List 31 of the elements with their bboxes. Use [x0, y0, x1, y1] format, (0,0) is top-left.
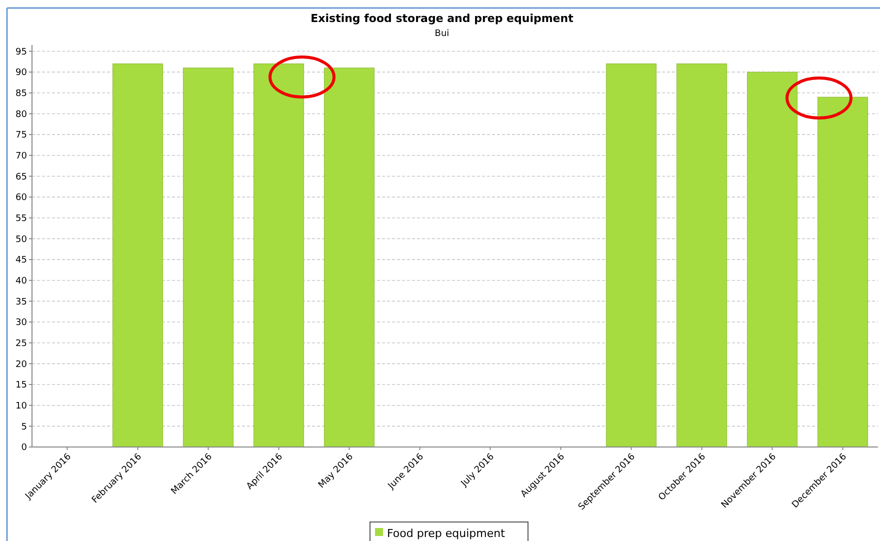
bar — [182, 68, 234, 448]
y-tick-label: 5 — [21, 422, 27, 432]
bar — [817, 96, 868, 448]
y-tick-label: 35 — [16, 297, 27, 308]
y-tick-label: 25 — [16, 339, 27, 350]
y-tick-label: 50 — [16, 234, 28, 245]
bar — [324, 68, 375, 448]
y-tick-label: 55 — [16, 214, 27, 224]
y-tick-label: 40 — [16, 276, 28, 287]
bar — [112, 63, 164, 448]
y-tick-label: 0 — [21, 443, 28, 454]
y-tick-label: 85 — [16, 89, 27, 100]
bar — [676, 63, 728, 448]
y-tick-label: 70 — [16, 152, 28, 162]
bar — [606, 63, 657, 448]
y-tick-label: 80 — [16, 110, 28, 120]
bar — [253, 63, 304, 448]
bar — [746, 72, 798, 448]
y-tick-label: 15 — [16, 380, 27, 391]
legend-label: Food prep equipment — [387, 527, 506, 540]
y-tick-label: 65 — [16, 172, 27, 182]
y-tick-label: 75 — [16, 130, 27, 141]
y-tick-label: 30 — [16, 318, 28, 328]
y-tick-label: 10 — [16, 401, 28, 412]
y-tick-label: 45 — [16, 256, 27, 266]
y-tick-label: 90 — [16, 68, 28, 78]
y-tick-label: 20 — [16, 360, 28, 370]
y-tick-label: 60 — [16, 193, 28, 204]
chart-title: Existing food storage and prep equipment — [310, 12, 574, 25]
y-tick-label: 95 — [16, 47, 27, 58]
chart-subtitle: Bui — [434, 29, 450, 39]
